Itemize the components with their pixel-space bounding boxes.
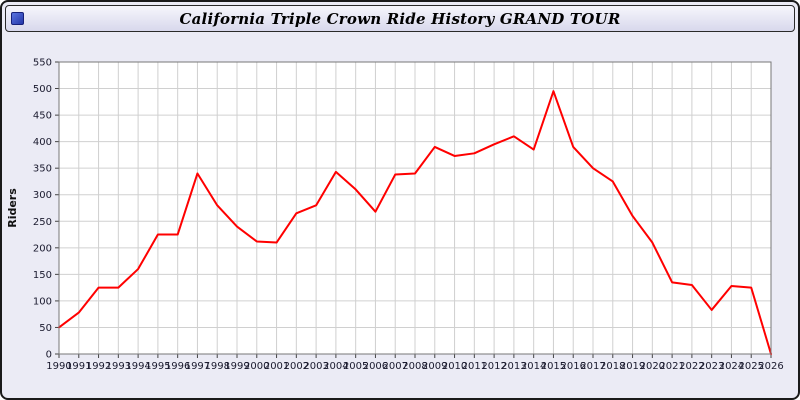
x-tick-label: 2011 [462,361,487,372]
x-tick-label: 1999 [224,361,249,372]
x-tick-label: 2016 [560,361,585,372]
x-tick-label: 2014 [521,361,546,372]
x-tick-label: 2010 [442,361,467,372]
x-tick-label: 2001 [264,361,289,372]
y-tick-label: 250 [33,217,52,228]
x-tick-label: 2021 [659,361,684,372]
x-tick-label: 1991 [66,361,91,372]
x-tick-label: 1998 [204,361,229,372]
x-tick-label: 2020 [640,361,665,372]
x-tick-label: 1995 [145,361,170,372]
y-tick-label: 450 [33,111,52,122]
x-tick-label: 2004 [323,361,348,372]
x-tick-label: 1996 [165,361,190,372]
x-tick-label: 2002 [284,361,309,372]
y-tick-label: 350 [33,164,52,175]
x-tick-label: 2013 [501,361,526,372]
x-tick-label: 2023 [699,361,724,372]
x-tick-label: 1997 [185,361,210,372]
x-tick-label: 2000 [244,361,269,372]
x-tick-label: 2019 [620,361,645,372]
y-tick-label: 300 [33,190,52,201]
x-tick-label: 2026 [758,361,783,372]
x-tick-label: 2005 [343,361,368,372]
y-tick-label: 150 [33,270,52,281]
x-tick-label: 2012 [481,361,506,372]
x-tick-label: 2015 [541,361,566,372]
x-tick-label: 2008 [402,361,427,372]
chart-canvas: 0501001502002503003504004505005501990199… [6,58,784,373]
x-tick-label: 1992 [86,361,111,372]
x-tick-label: 2009 [422,361,447,372]
data-line-riders [58,90,772,355]
y-tick-label: 400 [33,137,52,148]
y-tick-label: 50 [39,323,52,334]
x-tick-label: 2007 [382,361,407,372]
y-axis-title: Riders [6,188,19,228]
x-tick-label: 2017 [580,361,605,372]
chart-app-icon [11,12,24,25]
y-tick-label: 0 [46,350,52,361]
y-tick-label: 500 [33,84,52,95]
x-tick-label: 2022 [679,361,704,372]
title-bar: California Triple Crown Ride History GRA… [5,5,795,32]
plot-border [58,61,772,355]
x-tick-label: 1993 [106,361,131,372]
y-tick-label: 200 [33,243,52,254]
x-tick-label: 2003 [303,361,328,372]
line-chart: 0 50 100 150 200 250 300 350 400 450 500 550 1990 199… [2,44,798,396]
x-tick-label: 2006 [363,361,388,372]
y-tick-label: 550 [33,58,52,69]
x-tick-label: 1994 [125,361,150,372]
x-tick-label: 1990 [46,361,71,372]
x-tick-label: 2018 [600,361,625,372]
page-title: California Triple Crown Ride History GRA… [179,9,621,28]
y-tick-label: 100 [33,296,52,307]
x-tick-label: 2025 [738,361,763,372]
x-tick-label: 2024 [719,361,744,372]
